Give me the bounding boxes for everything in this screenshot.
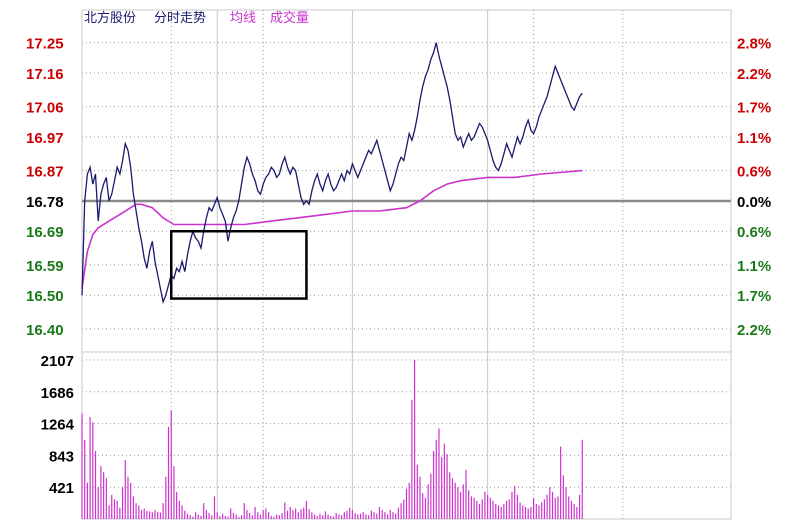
pct-tick-label-1: 2.2%	[737, 66, 771, 83]
price-line-layer	[81, 42, 583, 305]
price-tick-label-4: 16.87	[26, 164, 64, 181]
pct-tick-label-2: 1.7%	[737, 100, 771, 117]
pct-tick-label-6: 0.6%	[737, 224, 771, 241]
pct-tick-label-7: 1.1%	[737, 258, 771, 275]
price-tick-label-3: 16.97	[26, 130, 64, 147]
price-tick-label-2: 17.06	[26, 100, 64, 117]
volume-tick-label-0: 2107	[41, 353, 74, 370]
price-tick-label-5: 16.78	[26, 194, 64, 211]
price-tick-label-1: 17.16	[26, 66, 64, 83]
chart-title-bar: 北方股份 分时走势 均线 成交量	[84, 10, 309, 25]
avg-line	[81, 169, 583, 289]
highlight-box	[169, 229, 308, 300]
pct-tick-label-9: 2.2%	[737, 322, 771, 339]
chart-name: 分时走势	[154, 10, 206, 25]
axis-label-layer: 17.25 17.16 17.06 16.97 16.87 16.78 16.69 16.59…	[26, 36, 771, 497]
pct-tick-label-5: 0.0%	[737, 194, 771, 211]
pct-tick-label-3: 1.1%	[737, 130, 771, 147]
pct-tick-label-4: 0.6%	[737, 164, 771, 181]
avg-legend: 均线	[230, 10, 256, 25]
price-tick-label-8: 16.50	[26, 288, 64, 305]
pct-tick-label-0: 2.8%	[737, 36, 771, 53]
volume-tick-label-4: 421	[49, 480, 74, 497]
price-line	[81, 42, 583, 305]
stock-name: 北方股份	[84, 10, 136, 25]
highlight-box-layer	[169, 229, 308, 300]
price-tick-label-7: 16.59	[26, 258, 64, 275]
avg-line-layer	[81, 169, 583, 289]
volume-tick-label-2: 1264	[41, 417, 75, 434]
price-tick-label-6: 16.69	[26, 224, 64, 241]
volume-layer	[81, 360, 583, 519]
volume-legend: 成交量	[270, 10, 309, 25]
volume-tick-label-3: 843	[49, 448, 74, 465]
price-tick-label-0: 17.25	[26, 36, 64, 53]
volume-tick-label-1: 1686	[41, 385, 74, 402]
pct-tick-label-8: 1.7%	[737, 288, 771, 305]
price-tick-label-9: 16.40	[26, 322, 64, 339]
